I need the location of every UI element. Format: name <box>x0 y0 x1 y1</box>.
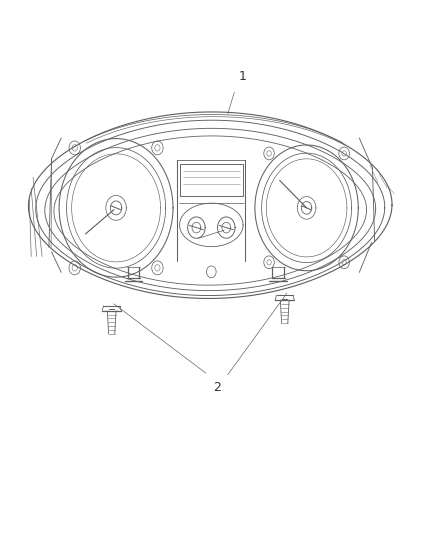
Text: 2: 2 <box>213 381 221 394</box>
Text: 1: 1 <box>239 70 247 83</box>
